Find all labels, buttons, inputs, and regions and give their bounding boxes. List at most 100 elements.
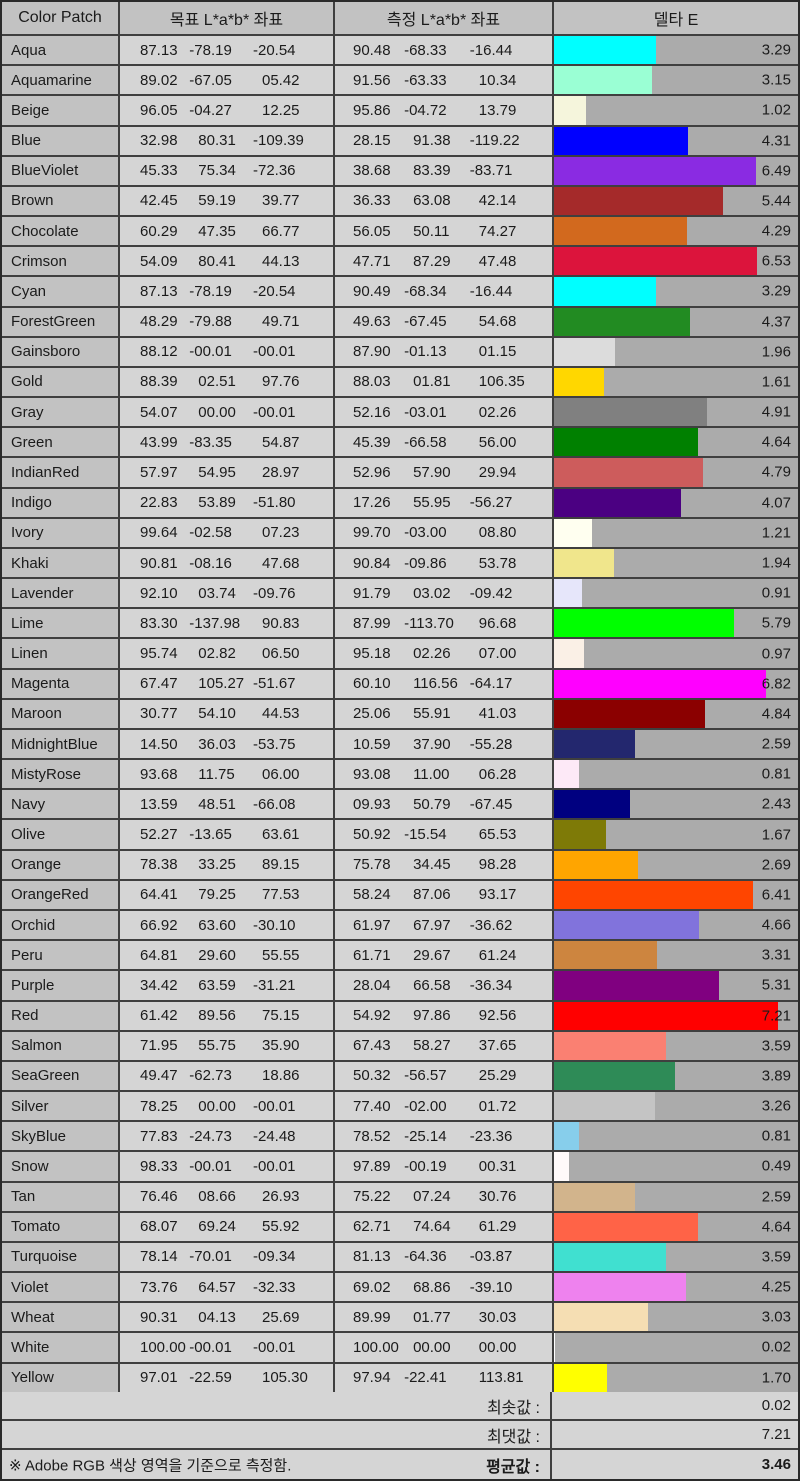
summary-row-mean: ※ Adobe RGB 색상 영역을 기준으로 측정함. 평균값 : 3.46 — [2, 1450, 798, 1479]
measured-lab-cell: 75.78 34.45 98.28 — [335, 850, 554, 879]
lab-value: -64.36 — [404, 1248, 447, 1266]
lab-value: 98.28 — [478, 856, 517, 874]
lab-value: 68.07 — [140, 1218, 178, 1236]
lab-value: 79.25 — [198, 886, 236, 904]
target-lab-cell: 97.01 -22.59 105.30 — [120, 1363, 335, 1392]
table-row: Orchid 66.92 63.60 -30.10 61.97 67.97 -36.62 4.… — [2, 910, 798, 942]
lab-value: -15.54 — [404, 826, 447, 844]
header-measured-lab: 측정 L*a*b* 좌표 — [335, 2, 554, 34]
header-delta-e: 델타 E — [554, 2, 798, 34]
delta-e-cell: 2.59 — [554, 729, 798, 759]
delta-e-cell: 4.84 — [554, 699, 798, 728]
delta-e-bar — [554, 1303, 649, 1332]
delta-e-value: 4.64 — [761, 433, 791, 451]
delta-e-value: 1.21 — [761, 524, 791, 542]
lab-value: 105.27 — [198, 675, 245, 693]
measured-lab-cell: 54.92 97.86 92.56 — [335, 1001, 554, 1030]
lab-value: 91.38 — [413, 132, 451, 150]
lab-value: 57.97 — [140, 463, 178, 481]
lab-value: 05.42 — [261, 71, 300, 89]
lab-value: 60.10 — [353, 675, 391, 693]
measured-lab-cell: 81.13 -64.36 -03.87 — [335, 1242, 554, 1272]
target-lab-cell: 88.12 -00.01 -00.01 — [120, 337, 335, 366]
delta-e-cell: 4.31 — [554, 126, 798, 155]
lab-value: 36.03 — [198, 735, 236, 753]
measured-lab-cell: 25.06 55.91 41.03 — [335, 699, 554, 728]
lab-value: 65.53 — [478, 826, 517, 844]
delta-e-bar — [554, 458, 703, 487]
lab-value: 63.59 — [198, 976, 236, 994]
lab-value: -00.01 — [252, 1157, 296, 1175]
color-patch-name-cell: BlueViolet — [2, 156, 120, 185]
lab-value: 30.76 — [478, 1188, 517, 1206]
lab-value: 18.86 — [261, 1067, 300, 1085]
delta-e-value: 0.02 — [761, 1338, 791, 1356]
color-patch-name-cell: Aqua — [2, 36, 120, 65]
target-lab-cell: 64.41 79.25 77.53 — [120, 880, 335, 909]
lab-value: 08.80 — [478, 524, 517, 542]
color-patch-name-cell: Yellow — [2, 1363, 120, 1392]
delta-e-cell: 3.29 — [554, 36, 798, 65]
lab-value: -00.01 — [189, 1157, 232, 1175]
lab-value: 90.81 — [140, 554, 178, 572]
lab-value: 25.69 — [261, 1308, 300, 1326]
lab-value: -04.27 — [189, 101, 232, 119]
target-lab-cell: 67.47 105.27 -51.67 — [120, 669, 335, 698]
lab-value: 105.30 — [261, 1369, 308, 1387]
delta-e-cell: 5.31 — [554, 971, 798, 1000]
color-patch-name-cell: Gold — [2, 367, 120, 397]
measured-lab-cell: 77.40 -02.00 01.72 — [335, 1092, 554, 1121]
lab-value: -70.01 — [189, 1248, 232, 1266]
min-value: 0.02 — [761, 1397, 791, 1414]
delta-e-bar — [554, 186, 724, 216]
color-patch-name-cell: Beige — [2, 96, 120, 125]
delta-e-value: 3.26 — [761, 1097, 791, 1115]
color-patch-name: Aquamarine — [11, 71, 92, 89]
lab-value: 91.56 — [353, 71, 391, 89]
lab-value: 87.06 — [413, 886, 451, 904]
delta-e-value: 0.91 — [761, 584, 791, 602]
lab-value: -03.01 — [404, 403, 447, 421]
lab-value: 48.29 — [140, 313, 178, 331]
delta-e-cell: 6.41 — [554, 880, 798, 909]
color-patch-name: Linen — [11, 645, 48, 663]
lab-value: 33.25 — [198, 856, 236, 874]
color-patch-name: SeaGreen — [11, 1067, 80, 1085]
lab-value: 34.42 — [140, 976, 178, 994]
delta-e-bar — [554, 971, 720, 1000]
lab-value: 08.66 — [198, 1188, 236, 1206]
lab-value: -09.76 — [252, 584, 296, 602]
lab-value: 54.95 — [198, 463, 236, 481]
lab-value: 44.13 — [261, 252, 300, 270]
lab-value: 87.13 — [140, 282, 178, 300]
lab-value: 00.00 — [198, 1097, 236, 1115]
measured-lab-cell: 88.03 01.81 106.35 — [335, 367, 554, 397]
lab-value: 87.90 — [353, 343, 391, 361]
delta-e-cell: 1.02 — [554, 96, 798, 125]
target-lab-cell: 43.99 -83.35 54.87 — [120, 428, 335, 457]
target-lab-cell: 83.30 -137.98 90.83 — [120, 609, 335, 638]
lab-value: -23.36 — [469, 1127, 513, 1145]
color-patch-name: Gold — [11, 373, 43, 391]
lab-value: 50.79 — [413, 795, 451, 813]
color-patch-name-cell: Snow — [2, 1152, 120, 1181]
summary-min-value-cell: 0.02 — [552, 1392, 798, 1419]
delta-e-bar — [554, 1242, 666, 1272]
lab-value: 74.27 — [478, 222, 517, 240]
measurement-note: ※ Adobe RGB 색상 영역을 기준으로 측정함. — [9, 1457, 292, 1474]
color-patch-name: IndianRed — [11, 463, 80, 481]
table-row: Magenta 67.47 105.27 -51.67 60.10 116.56 -64.1… — [2, 669, 798, 700]
delta-e-bar — [554, 1122, 580, 1151]
color-patch-name: SkyBlue — [11, 1127, 67, 1145]
color-patch-name-cell: Orange — [2, 850, 120, 879]
lab-value: 07.00 — [478, 645, 517, 663]
delta-e-cell: 3.26 — [554, 1092, 798, 1121]
lab-value: 97.94 — [353, 1369, 391, 1387]
target-lab-cell: 96.05 -04.27 12.25 — [120, 96, 335, 125]
delta-e-bar — [554, 1363, 607, 1392]
table-row: Navy 13.59 48.51 -66.08 09.93 50.79 -67.45 2.43 — [2, 790, 798, 821]
lab-value: 28.15 — [353, 132, 391, 150]
measured-lab-cell: 56.05 50.11 74.27 — [335, 217, 554, 246]
lab-value: 58.27 — [413, 1037, 451, 1055]
color-patch-name: Indigo — [11, 494, 52, 512]
